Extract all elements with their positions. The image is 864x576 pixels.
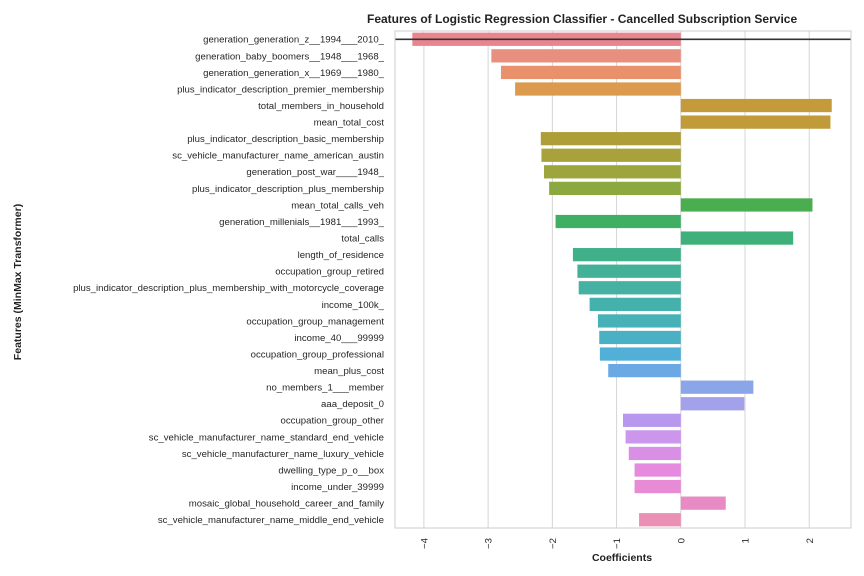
bar xyxy=(491,49,681,63)
y-tick-label: sc_vehicle_manufacturer_name_american_au… xyxy=(172,151,384,162)
bar xyxy=(597,314,681,328)
bar xyxy=(628,446,681,461)
y-tick-label: income_40___99999 xyxy=(294,333,384,344)
y-tick-label: occupation_group_other xyxy=(281,416,385,427)
bar xyxy=(599,347,681,361)
y-tick-label: occupation_group_professional xyxy=(251,349,384,360)
bar xyxy=(515,82,681,96)
bar xyxy=(680,98,832,113)
y-tick-label: mean_total_calls_veh xyxy=(291,200,384,211)
y-axis-label: Features (MinMax Transformer) xyxy=(12,204,24,360)
bar xyxy=(577,264,681,278)
x-tick-label: 0 xyxy=(676,538,687,543)
bar xyxy=(680,496,726,510)
x-axis-label: Coefficients xyxy=(592,552,652,564)
bar xyxy=(549,181,681,196)
y-tick-label: generation_post_war____1948_ xyxy=(246,167,384,178)
y-tick-label: income_under_39999 xyxy=(291,482,384,493)
bar xyxy=(599,330,681,345)
x-tick-label: −2 xyxy=(548,538,559,549)
bar xyxy=(625,430,681,444)
bar xyxy=(680,198,813,212)
bar xyxy=(680,397,745,411)
bar xyxy=(680,231,794,245)
y-tick-label: length_of_residence xyxy=(298,250,384,261)
bar xyxy=(578,281,681,295)
y-tick-label: total_calls xyxy=(341,233,384,244)
y-tick-label: plus_indicator_description_basic_members… xyxy=(187,134,384,145)
x-tick-label: −1 xyxy=(612,538,623,549)
bar xyxy=(639,513,681,527)
bar xyxy=(608,363,681,378)
y-tick-label: generation_millenials__1981___1993_ xyxy=(219,217,384,228)
y-tick-label: sc_vehicle_manufacturer_name_standard_en… xyxy=(149,432,384,443)
y-tick-label: aaa_deposit_0 xyxy=(321,399,384,410)
y-tick-label: mean_plus_cost xyxy=(314,366,384,377)
x-tick-label: 2 xyxy=(805,538,816,543)
y-tick-label: plus_indicator_description_plus_membersh… xyxy=(73,283,384,294)
bar xyxy=(544,165,681,179)
y-tick-label: income_100k_ xyxy=(322,300,385,311)
bar xyxy=(540,132,681,146)
y-tick-label: mosaic_global_household_career_and_famil… xyxy=(189,499,384,510)
bar xyxy=(680,115,831,129)
y-tick-label: total_members_in_household xyxy=(258,101,384,112)
plot-frame xyxy=(394,30,852,529)
bar xyxy=(623,413,681,427)
bar xyxy=(634,479,681,494)
bar xyxy=(541,148,681,162)
y-tick-label: no_members_1___member xyxy=(266,383,385,394)
y-tick-label: sc_vehicle_manufacturer_name_luxury_vehi… xyxy=(182,449,384,460)
y-tick-label: mean_total_cost xyxy=(314,118,385,129)
bar xyxy=(555,214,681,229)
y-tick-label: generation_generation_x__1969___1980_ xyxy=(203,68,385,79)
bar xyxy=(572,248,681,262)
x-tick-label: −3 xyxy=(484,538,495,549)
bar xyxy=(634,463,681,477)
bar xyxy=(589,297,681,311)
bar xyxy=(680,380,754,394)
y-tick-label: generation_baby_boomers__1948___1968_ xyxy=(195,51,385,62)
y-tick-label: plus_indicator_description_premier_membe… xyxy=(177,84,384,95)
y-tick-label: plus_indicator_description_plus_membersh… xyxy=(192,184,384,195)
plot-area: −4 −3 −2 −1 0 1 2 generation_generation_z__1994… xyxy=(73,30,852,549)
y-tick-label: generation_generation_z__1994___2010_ xyxy=(203,35,385,46)
y-tick-label: occupation_group_management xyxy=(246,316,384,327)
y-tick-label: occupation_group_retired xyxy=(275,267,384,278)
y-tick-label: dwelling_type_p_o__box xyxy=(278,465,384,476)
chart-title: Features of Logistic Regression Classifi… xyxy=(367,12,797,26)
x-tick-label: 1 xyxy=(741,538,752,543)
bar xyxy=(500,65,681,80)
x-tick-label: −4 xyxy=(419,537,430,549)
y-tick-label: sc_vehicle_manufacturer_name_middle_end_… xyxy=(158,515,384,526)
